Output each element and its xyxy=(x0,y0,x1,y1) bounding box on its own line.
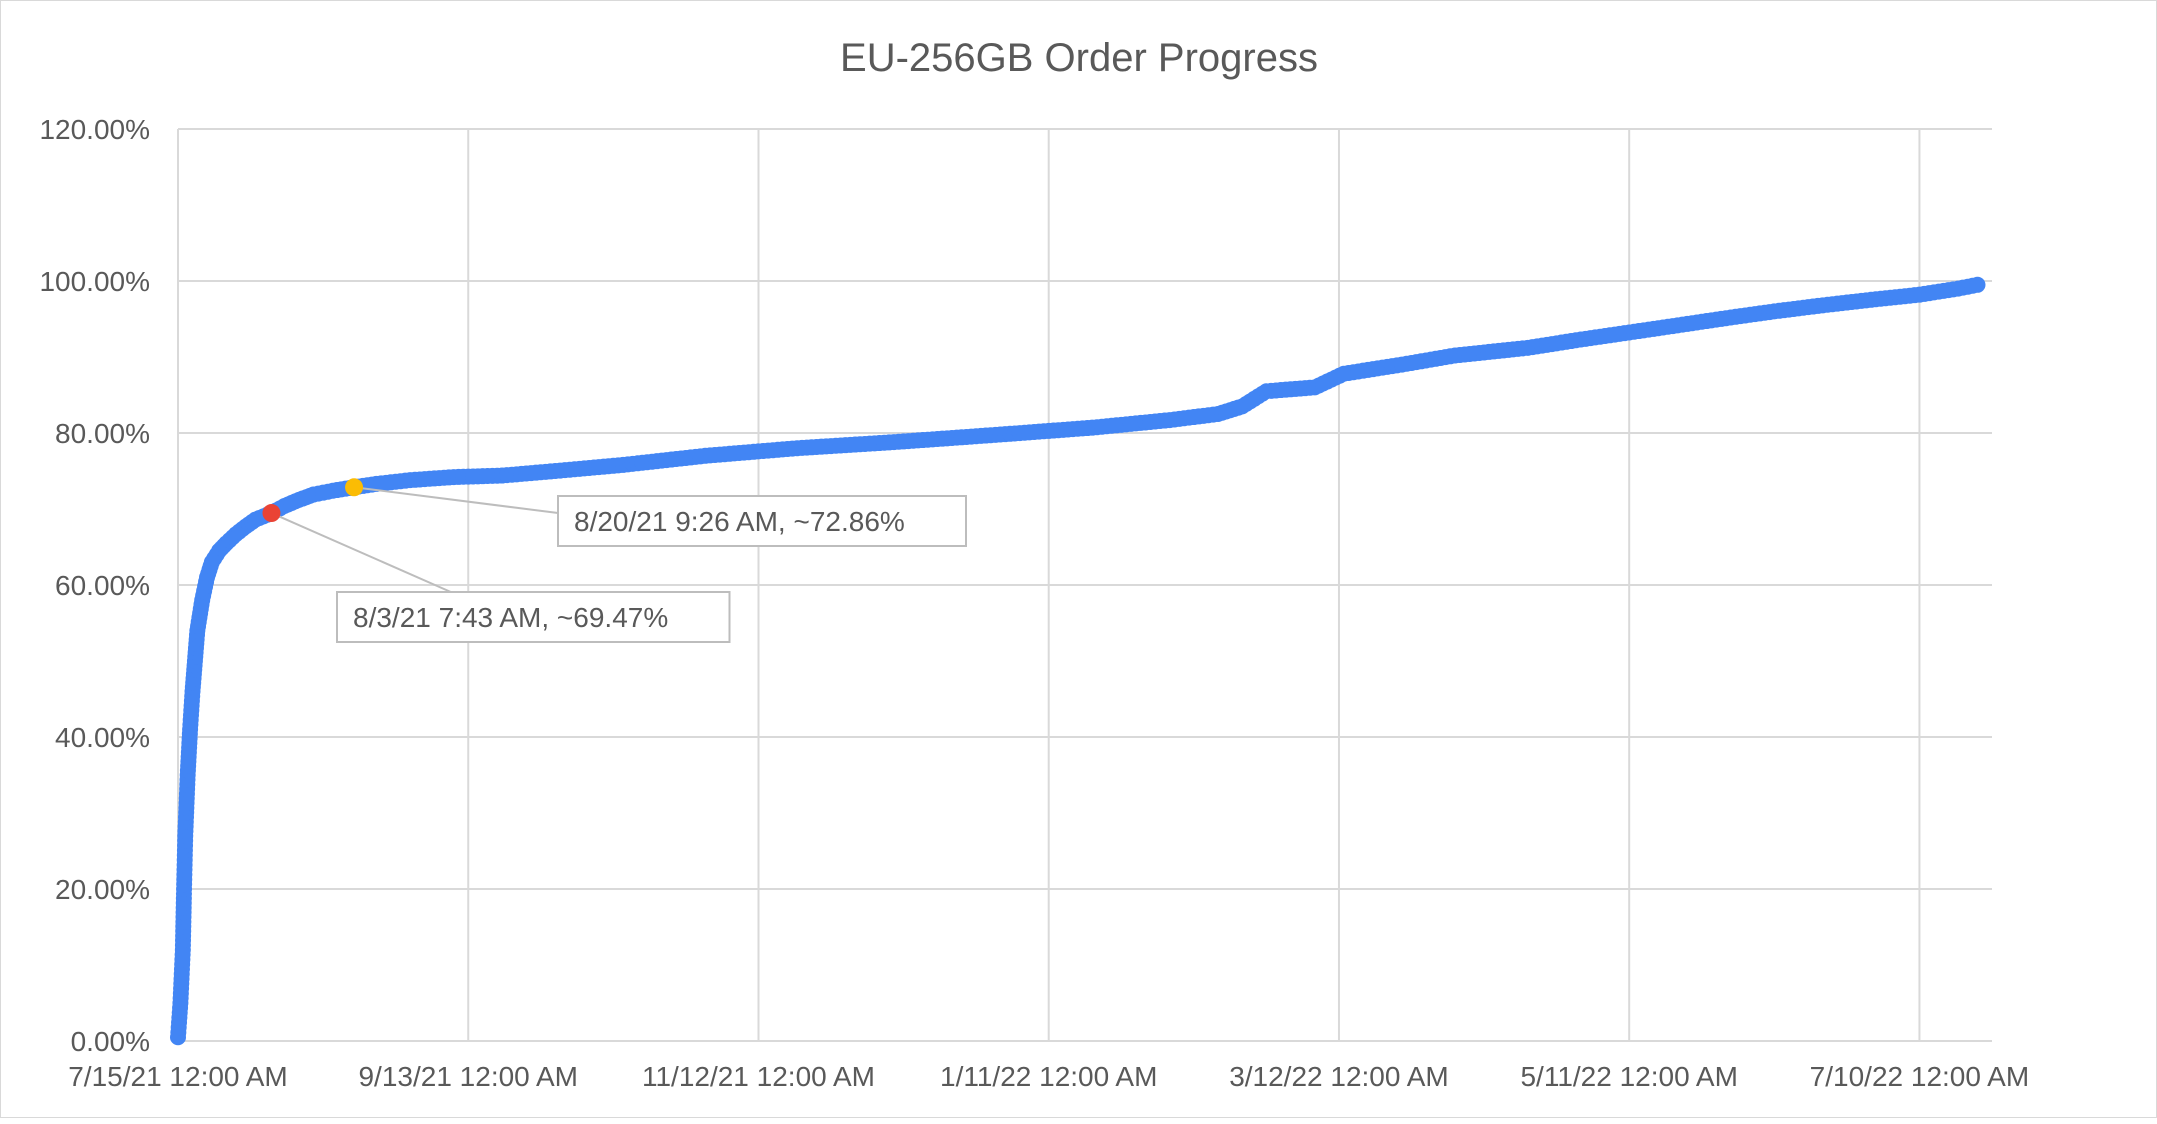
y-tick-label: 80.00% xyxy=(55,418,150,449)
annotation-label: 8/3/21 7:43 AM, ~69.47% xyxy=(353,602,668,633)
x-tick-label: 1/11/22 12:00 AM xyxy=(940,1061,1157,1092)
annotation-box xyxy=(336,591,731,643)
highlighted-point xyxy=(262,504,281,523)
x-axis-tick-labels: 7/15/21 12:00 AM 9/13/21 12:00 AM 11/12/21… xyxy=(68,1061,2029,1092)
y-tick-label: 100.00% xyxy=(39,266,150,297)
x-tick-label: 7/15/21 12:00 AM xyxy=(68,1061,288,1092)
annotations: 8/3/21 7:43 AM, ~69.47% 8/20/21 9:26 AM, … xyxy=(262,478,967,643)
x-tick-label: 3/12/22 12:00 AM xyxy=(1229,1061,1449,1092)
gridlines xyxy=(177,128,1992,1042)
x-tick-label: 7/10/22 12:00 AM xyxy=(1810,1061,2030,1092)
x-tick-label: 9/13/21 12:00 AM xyxy=(358,1061,578,1092)
annotation-leader-line xyxy=(353,486,559,514)
annotation-leader-line xyxy=(271,512,452,593)
y-tick-label: 20.00% xyxy=(55,874,150,905)
data-point xyxy=(1969,276,1986,293)
data-series xyxy=(170,276,1986,1046)
highlighted-point xyxy=(345,478,364,497)
annotation-box xyxy=(557,495,967,547)
annotation-label: 8/20/21 9:26 AM, ~72.86% xyxy=(574,506,905,537)
x-tick-label: 5/11/22 12:00 AM xyxy=(1520,1061,1737,1092)
x-tick-label: 11/12/21 12:00 AM xyxy=(642,1061,875,1092)
chart-title: EU-256GB Order Progress xyxy=(840,36,1318,80)
y-axis-tick-labels: 0.00% 20.00% 40.00% 60.00% 80.00% 100.00% 120.… xyxy=(39,114,150,1057)
y-tick-label: 60.00% xyxy=(55,570,150,601)
y-tick-label: 120.00% xyxy=(39,114,150,145)
y-tick-label: 0.00% xyxy=(71,1026,150,1057)
y-tick-label: 40.00% xyxy=(55,722,150,753)
